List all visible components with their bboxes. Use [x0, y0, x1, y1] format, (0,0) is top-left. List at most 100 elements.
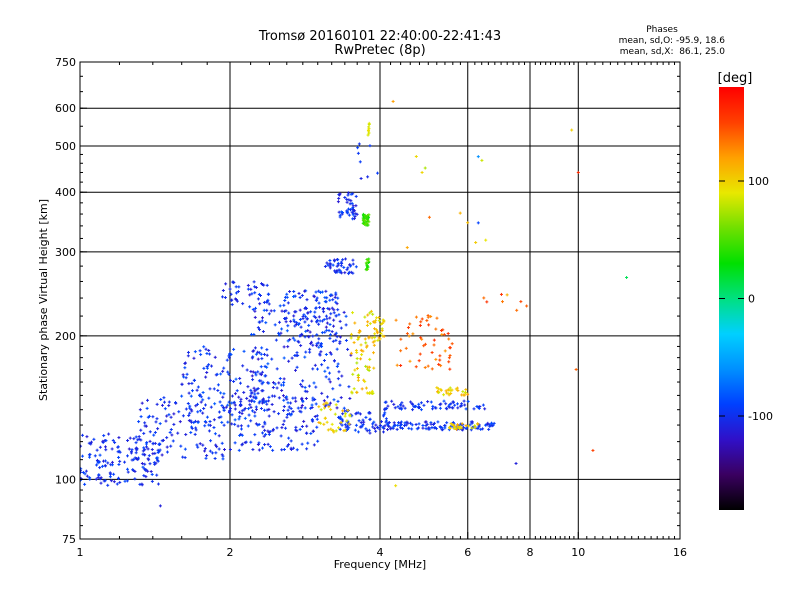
- data-point: [422, 344, 426, 348]
- data-point: [391, 99, 395, 103]
- data-point: [473, 426, 477, 430]
- data-point: [338, 213, 342, 217]
- data-point: [242, 408, 246, 412]
- data-point: [83, 472, 87, 476]
- data-point: [325, 395, 329, 399]
- data-point: [417, 422, 421, 426]
- data-point: [326, 306, 330, 310]
- data-point: [277, 381, 281, 385]
- data-point: [481, 403, 485, 407]
- data-point: [238, 410, 242, 414]
- data-point: [257, 441, 261, 445]
- data-point: [419, 408, 423, 412]
- data-point: [138, 408, 142, 412]
- data-point: [487, 427, 491, 431]
- y-tick-label: 600: [55, 102, 76, 115]
- data-point: [314, 290, 318, 294]
- data-point: [261, 425, 265, 429]
- data-point: [285, 292, 289, 296]
- data-point: [349, 264, 353, 268]
- data-point: [456, 406, 460, 410]
- data-point: [323, 264, 327, 268]
- data-point: [332, 324, 336, 328]
- data-point: [464, 426, 468, 430]
- data-point: [332, 359, 336, 363]
- data-point: [406, 326, 410, 330]
- data-point: [277, 396, 281, 400]
- data-point: [399, 349, 403, 353]
- data-point: [159, 398, 163, 402]
- data-point: [466, 221, 470, 225]
- data-point: [418, 324, 422, 328]
- data-point: [176, 431, 180, 435]
- data-point: [378, 427, 382, 431]
- data-point: [375, 331, 379, 335]
- data-point: [331, 339, 335, 343]
- data-point: [95, 448, 99, 452]
- data-point: [410, 423, 414, 427]
- data-point: [301, 317, 305, 321]
- y-tick-label: 100: [55, 473, 76, 486]
- data-point: [444, 402, 448, 406]
- data-point: [341, 258, 345, 262]
- data-point: [411, 408, 415, 412]
- data-point: [337, 196, 341, 200]
- data-point: [162, 396, 166, 400]
- data-point: [464, 388, 468, 392]
- data-point: [466, 392, 470, 396]
- data-point: [314, 402, 318, 406]
- data-point: [309, 340, 313, 344]
- data-point: [292, 290, 296, 294]
- data-point: [357, 419, 361, 423]
- data-point: [212, 418, 216, 422]
- data-point: [400, 407, 404, 411]
- data-point: [365, 220, 369, 224]
- data-point: [213, 355, 217, 359]
- data-point: [115, 482, 119, 486]
- data-point: [230, 394, 234, 398]
- data-point: [313, 414, 317, 418]
- data-point: [257, 292, 261, 296]
- data-point: [282, 447, 286, 451]
- data-point: [229, 292, 233, 296]
- data-point: [140, 461, 144, 465]
- data-point: [368, 411, 372, 415]
- data-point: [338, 427, 342, 431]
- data-point: [460, 404, 464, 408]
- data-point: [477, 407, 481, 411]
- data-point: [298, 318, 302, 322]
- data-point: [426, 315, 430, 319]
- data-point: [156, 456, 160, 460]
- data-point: [201, 391, 205, 395]
- data-point: [215, 372, 219, 376]
- data-point: [429, 422, 433, 426]
- data-point: [221, 369, 225, 373]
- data-point: [374, 423, 378, 427]
- data-point: [366, 365, 370, 369]
- data-point: [289, 413, 293, 417]
- data-point: [214, 451, 218, 455]
- data-point: [355, 350, 359, 354]
- data-point: [263, 364, 267, 368]
- data-point: [231, 280, 235, 284]
- data-point: [368, 418, 372, 422]
- stats-heading: Phases: [646, 25, 678, 35]
- data-point: [251, 307, 255, 311]
- data-point: [152, 433, 156, 437]
- data-point: [253, 389, 257, 393]
- data-point: [317, 315, 321, 319]
- data-point: [345, 210, 349, 214]
- data-point: [346, 408, 350, 412]
- data-point: [296, 323, 300, 327]
- data-point: [453, 403, 457, 407]
- data-point: [263, 428, 267, 432]
- data-point: [123, 479, 127, 483]
- data-point: [456, 425, 460, 429]
- data-point: [324, 416, 328, 420]
- data-point: [131, 468, 135, 472]
- data-point: [254, 352, 258, 356]
- data-point: [365, 323, 369, 327]
- data-point: [432, 343, 436, 347]
- data-point: [265, 300, 269, 304]
- data-point: [324, 314, 328, 318]
